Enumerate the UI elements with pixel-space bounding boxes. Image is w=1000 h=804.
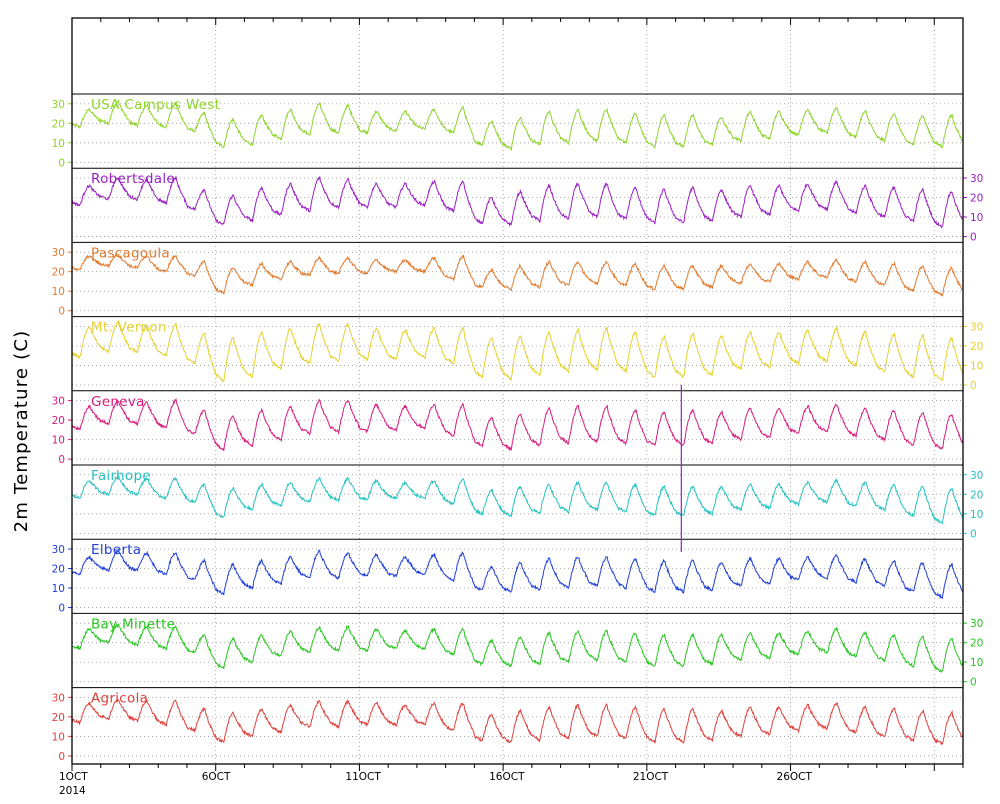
y-tick-label: 30 — [970, 618, 983, 630]
y-tick-label: 30 — [52, 544, 65, 556]
y-tick-label: 0 — [58, 603, 65, 615]
station-panel: 0 10 20 30 Fairhope — [72, 464, 983, 540]
station-panel: 0 10 20 30 USA Campus West — [52, 93, 963, 169]
temperature-series-line — [71, 623, 963, 674]
y-tick-label: 10 — [52, 138, 65, 150]
y-tick-label: 20 — [52, 415, 65, 427]
y-tick-label: 10 — [970, 657, 983, 669]
x-year-label: 2014 — [59, 785, 86, 797]
y-tick-label: 30 — [52, 396, 65, 408]
y-tick-label: 30 — [52, 692, 65, 704]
temperature-series-line — [71, 253, 963, 297]
y-axis-title: 2m Temperature (C) — [11, 330, 32, 533]
station-name-label: Elberta — [91, 542, 141, 558]
y-tick-label: 0 — [970, 232, 977, 244]
y-tick-label: 20 — [970, 192, 983, 204]
station-name-label: Bay Minette — [91, 616, 175, 632]
station-panel: 0 10 20 30 Agricola — [52, 687, 963, 763]
x-tick-label: 1OCT — [59, 771, 88, 783]
x-tick-label: 26OCT — [777, 771, 813, 783]
y-tick-label: 20 — [970, 341, 983, 353]
station-panel: 0 10 20 30 Elberta — [52, 538, 963, 615]
y-tick-label: 10 — [52, 731, 65, 743]
y-tick-label: 30 — [970, 470, 983, 482]
y-tick-label: 0 — [58, 306, 65, 318]
y-tick-label: 0 — [970, 677, 977, 689]
station-panel: 0 10 20 30 Robertsdale — [71, 167, 983, 244]
y-tick-label: 10 — [52, 286, 65, 298]
x-tick-label: 16OCT — [489, 771, 525, 783]
y-tick-label: 30 — [52, 99, 65, 111]
y-tick-label: 20 — [52, 118, 65, 130]
y-tick-label: 30 — [970, 173, 983, 185]
y-tick-label: 0 — [970, 380, 977, 392]
station-name-label: Robertsdale — [91, 171, 175, 187]
y-tick-label: 20 — [970, 638, 983, 650]
station-name-label: Pascagoula — [91, 245, 170, 261]
x-tick-label: 11OCT — [345, 771, 381, 783]
station-name-label: USA Campus West — [91, 97, 220, 113]
temperature-series-line — [71, 175, 963, 229]
y-tick-label: 0 — [970, 528, 977, 540]
y-tick-label: 10 — [970, 509, 983, 521]
x-axis: 1OCT 6OCT 11OCT 16OCT 21OCT 26OCT 2014 — [59, 18, 964, 797]
y-tick-label: 0 — [58, 454, 65, 466]
y-tick-label: 20 — [970, 489, 983, 501]
y-tick-label: 10 — [970, 360, 983, 372]
station-panel: 0 10 20 30 Geneva — [52, 390, 963, 466]
temperature-series-line — [71, 319, 963, 383]
y-tick-label: 0 — [58, 751, 65, 763]
y-tick-label: 10 — [52, 435, 65, 447]
y-tick-label: 30 — [52, 247, 65, 259]
station-panel: 0 10 20 30 Bay Minette — [71, 612, 983, 689]
y-tick-label: 20 — [52, 267, 65, 279]
x-tick-label: 6OCT — [202, 771, 231, 783]
station-name-label: Geneva — [91, 394, 145, 410]
y-tick-label: 10 — [970, 212, 983, 224]
station-panel: 0 10 20 30 Pascagoula — [52, 241, 963, 318]
temperature-series-line — [71, 397, 963, 452]
station-name-label: Fairhope — [91, 468, 151, 484]
plot-frame — [71, 17, 964, 765]
y-tick-label: 30 — [970, 321, 983, 333]
temperature-series-line — [71, 98, 963, 151]
x-tick-label: 21OCT — [633, 771, 669, 783]
station-name-label: Agricola — [91, 691, 148, 707]
y-tick-label: 0 — [58, 157, 65, 169]
y-tick-label: 20 — [52, 712, 65, 724]
temperature-series-line — [71, 548, 963, 600]
temperature-series-line — [72, 474, 963, 525]
station-name-label: Mt. Vernon — [91, 320, 167, 336]
y-tick-label: 10 — [52, 583, 65, 595]
temperature-series-line — [71, 698, 963, 745]
station-panel: 0 10 20 30 Mt. Vernon — [71, 316, 983, 392]
y-tick-label: 20 — [52, 563, 65, 575]
